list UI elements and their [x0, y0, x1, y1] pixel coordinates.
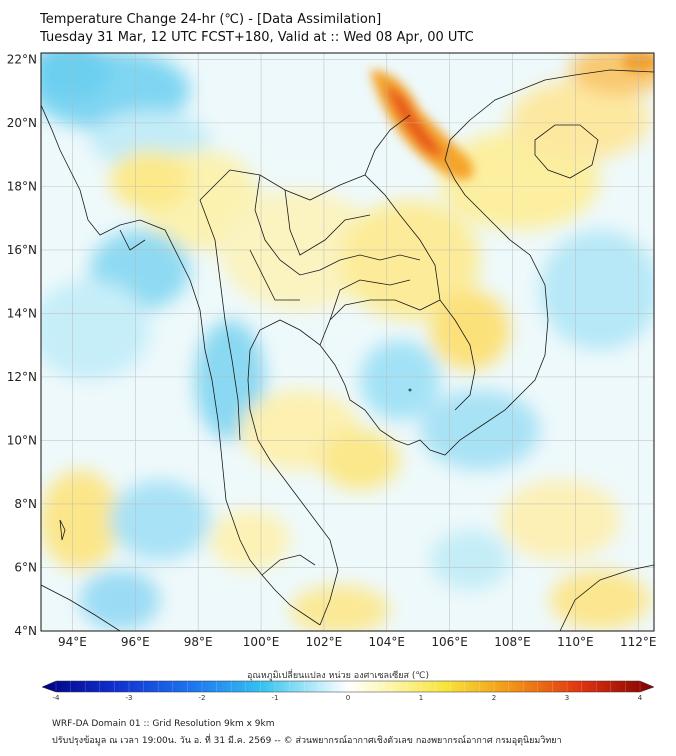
- colorbar-tick-label: -4: [53, 694, 61, 702]
- colorbar-tick-label: -1: [272, 694, 279, 702]
- footer-credit: ปรับปรุงข้อมูล ณ เวลา 19:00น. วัน อ. ที่…: [52, 736, 562, 746]
- colorbar-tick-label: 4: [638, 694, 643, 702]
- colorbar: -4 -3 -2 -1 0 1 2 3 4: [41, 680, 655, 702]
- colorbar-tick-label: 1: [419, 694, 423, 702]
- lon-label: 94°E: [58, 635, 87, 649]
- lat-label: 18°N: [7, 179, 37, 193]
- lon-label: 108°E: [494, 635, 531, 649]
- colorbar-tick-label: 2: [492, 694, 496, 702]
- lon-label: 102°E: [306, 635, 343, 649]
- colorbar-tick-label: 0: [346, 694, 350, 702]
- colorbar-title: อุณหภูมิเปลี่ยนแปลง หน่วย องศาเซลเซียส (…: [246, 671, 430, 681]
- lat-label: 6°N: [14, 560, 37, 574]
- lat-label: 20°N: [7, 116, 37, 130]
- map-title: Temperature Change 24-hr (℃) - [Data Ass…: [40, 12, 382, 27]
- longitude-labels: 94°E 96°E 98°E 100°E 102°E 104°E 106°E 108°E 110…: [58, 635, 657, 649]
- lat-label: 8°N: [14, 497, 37, 511]
- graticule: [41, 53, 654, 632]
- lon-label: 96°E: [121, 635, 150, 649]
- lat-label: 10°N: [7, 433, 37, 447]
- footer-domain-info: WRF-DA Domain 01 :: Grid Resolution 9km …: [52, 719, 275, 729]
- map-frame: [40, 52, 655, 632]
- colorbar-tick-label: -3: [126, 694, 133, 702]
- lat-label: 14°N: [7, 306, 37, 320]
- lon-label: 104°E: [369, 635, 406, 649]
- colorbar-tick-label: -2: [199, 694, 206, 702]
- latitude-labels: 22°N 20°N 18°N 16°N 14°N 12°N 10°N 8°N 6°N 4°N: [7, 52, 37, 638]
- temperature-field: [41, 53, 654, 631]
- lat-label: 22°N: [7, 52, 37, 66]
- lon-label: 110°E: [557, 635, 594, 649]
- lat-label: 12°N: [7, 370, 37, 384]
- lat-label: 4°N: [14, 624, 37, 638]
- coastline-and-borders: [41, 69, 654, 631]
- lon-label: 106°E: [431, 635, 468, 649]
- colorbar-tick-label: 3: [565, 694, 569, 702]
- lon-label: 100°E: [243, 635, 280, 649]
- lon-label: 112°E: [620, 635, 657, 649]
- lon-label: 98°E: [184, 635, 213, 649]
- map-subtitle: Tuesday 31 Mar, 12 UTC FCST+180, Valid a…: [40, 30, 474, 45]
- lat-label: 16°N: [7, 243, 37, 257]
